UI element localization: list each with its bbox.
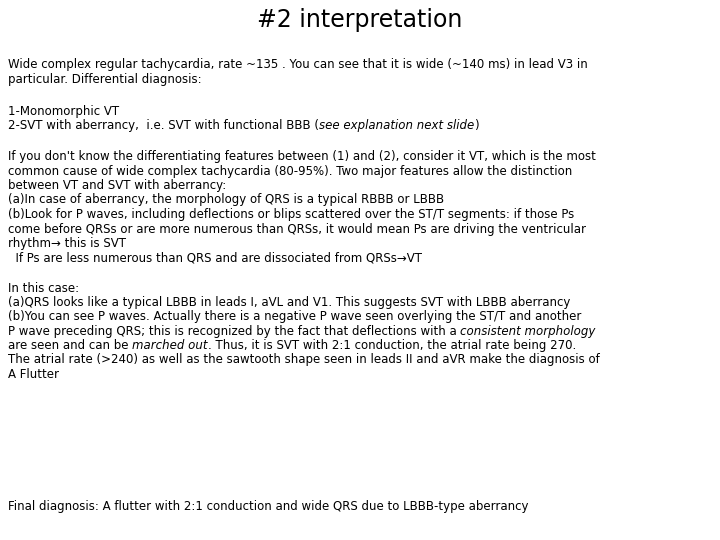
Text: . Thus, it is SVT with 2:1 conduction, the atrial rate being 270.: . Thus, it is SVT with 2:1 conduction, t…	[208, 339, 576, 352]
Text: If Ps are less numerous than QRS and are dissociated from QRSs→VT: If Ps are less numerous than QRS and are…	[8, 252, 422, 265]
Text: (a)In case of aberrancy, the morphology of QRS is a typical RBBB or LBBB: (a)In case of aberrancy, the morphology …	[8, 193, 444, 206]
Text: The atrial rate (>240) as well as the sawtooth shape seen in leads II and aVR ma: The atrial rate (>240) as well as the sa…	[8, 354, 600, 367]
Text: 2-SVT with aberrancy,  i.e. SVT with functional BBB (: 2-SVT with aberrancy, i.e. SVT with func…	[8, 119, 319, 132]
Text: common cause of wide complex tachycardia (80-95%). Two major features allow the : common cause of wide complex tachycardia…	[8, 165, 572, 178]
Text: If you don't know the differentiating features between (1) and (2), consider it : If you don't know the differentiating fe…	[8, 150, 596, 163]
Text: consistent morphology: consistent morphology	[461, 325, 596, 338]
Text: marched out: marched out	[132, 339, 208, 352]
Text: come before QRSs or are more numerous than QRSs, it would mean Ps are driving th: come before QRSs or are more numerous th…	[8, 222, 586, 235]
Text: between VT and SVT with aberrancy:: between VT and SVT with aberrancy:	[8, 179, 226, 192]
Text: (a)QRS looks like a typical LBBB in leads I, aVL and V1. This suggests SVT with : (a)QRS looks like a typical LBBB in lead…	[8, 296, 570, 309]
Text: P wave preceding QRS; this is recognized by the fact that deflections with a: P wave preceding QRS; this is recognized…	[8, 325, 461, 338]
Text: are seen and can be: are seen and can be	[8, 339, 132, 352]
Text: (b)You can see P waves. Actually there is a negative P wave seen overlying the S: (b)You can see P waves. Actually there i…	[8, 310, 581, 323]
Text: particular. Differential diagnosis:: particular. Differential diagnosis:	[8, 72, 202, 85]
Text: 1-Monomorphic VT: 1-Monomorphic VT	[8, 105, 119, 118]
Text: rhythm→ this is SVT: rhythm→ this is SVT	[8, 237, 126, 250]
Text: see explanation next slide: see explanation next slide	[319, 119, 474, 132]
Text: Wide complex regular tachycardia, rate ~135 . You can see that it is wide (~140 : Wide complex regular tachycardia, rate ~…	[8, 58, 588, 71]
Text: In this case:: In this case:	[8, 282, 79, 295]
Text: (b)Look for P waves, including deflections or blips scattered over the ST/T segm: (b)Look for P waves, including deflectio…	[8, 208, 575, 221]
Text: Final diagnosis: A flutter with 2:1 conduction and wide QRS due to LBBB-type abe: Final diagnosis: A flutter with 2:1 cond…	[8, 500, 528, 513]
Text: #2 interpretation: #2 interpretation	[257, 8, 463, 32]
Text: ): )	[474, 119, 479, 132]
Text: A Flutter: A Flutter	[8, 368, 59, 381]
